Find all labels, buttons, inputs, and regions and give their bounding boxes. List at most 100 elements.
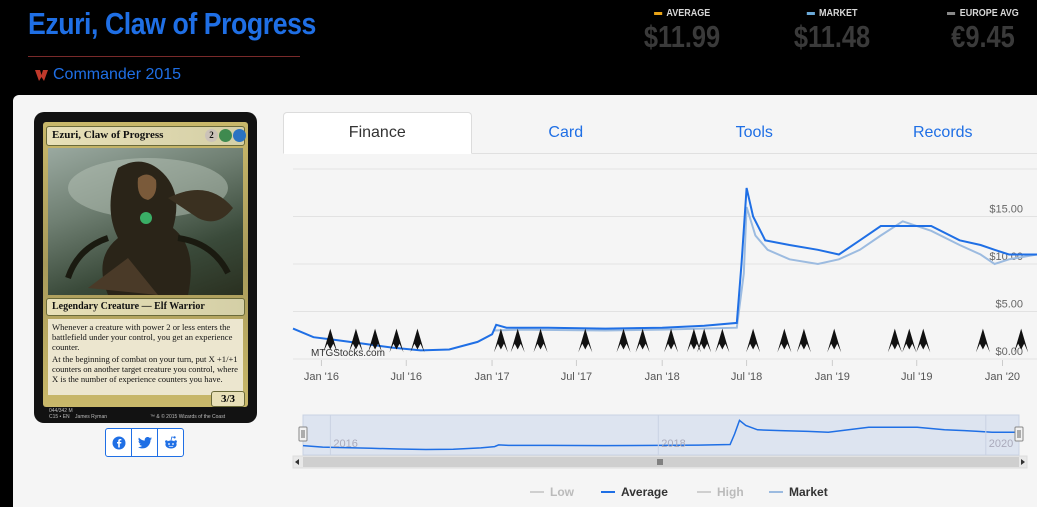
x-tick-label: Jan '17	[474, 371, 509, 383]
set-release-marker-icon	[616, 328, 631, 353]
set-symbol-icon	[35, 69, 48, 81]
set-link[interactable]: Commander 2015	[34, 66, 181, 84]
set-release-marker-icon	[746, 328, 761, 353]
card-type-line: Legendary Creature — Elf Warrior	[52, 301, 205, 312]
tab-finance[interactable]: Finance	[283, 112, 472, 154]
price-market: MARKET $11.48	[782, 8, 882, 55]
set-release-marker-icon	[697, 328, 712, 353]
set-release-marker-icon	[635, 328, 650, 353]
twitter-icon	[137, 436, 152, 448]
legend-item-high[interactable]: High	[697, 485, 744, 499]
price-color-dash	[806, 12, 815, 15]
rules-text-2: At the beginning of combat on your turn,…	[52, 354, 238, 384]
tab-bar: Finance Card Tools Records	[283, 112, 1037, 154]
card-name: Ezuri, Claw of Progress	[52, 129, 164, 141]
chart-watermark: MTGStocks.com	[311, 348, 385, 359]
mana-generic-icon: 2	[205, 129, 218, 142]
page-title: Ezuri, Claw of Progress	[28, 6, 316, 41]
x-tick-label: Jul '18	[731, 371, 762, 383]
legend-item-market[interactable]: Market	[769, 485, 828, 499]
title-underline	[28, 56, 300, 57]
set-release-marker-icon	[715, 328, 730, 353]
x-tick-label: Jan '19	[815, 371, 850, 383]
price-average: AVERAGE $11.99	[632, 8, 732, 55]
legend-label: Average	[621, 485, 668, 499]
collector-number: 044/342 M	[49, 408, 73, 414]
scroll-left-arrow-icon[interactable]	[295, 459, 299, 465]
facebook-icon	[112, 436, 125, 449]
price-europe-avg: EUROPE AVG €9.45	[933, 8, 1033, 55]
card-art	[48, 148, 243, 295]
navigator-tick-label: 2018	[661, 438, 685, 450]
card-artist: James Ryman	[75, 414, 107, 420]
legend-item-average[interactable]: Average	[601, 485, 668, 499]
set-release-marker-icon	[389, 328, 404, 353]
series-line-market	[493, 206, 1037, 332]
set-release-marker-icon	[533, 328, 548, 353]
legend-label: High	[717, 485, 744, 499]
set-name[interactable]: Commander 2015	[53, 66, 182, 83]
set-release-marker-icon	[664, 328, 679, 353]
set-release-marker-icon	[975, 328, 990, 353]
set-release-marker-icon	[368, 328, 383, 353]
card-copyright: ™ & © 2015 Wizards of the Coast	[150, 414, 226, 420]
rules-text-1: Whenever a creature with power 2 or less…	[52, 322, 233, 352]
set-release-marker-icon	[348, 328, 363, 353]
x-tick-label: Jan '18	[645, 371, 680, 383]
tab-records[interactable]: Records	[912, 124, 973, 141]
tab-card[interactable]: Card	[548, 124, 584, 141]
x-tick-label: Jan '20	[985, 371, 1020, 383]
navigator-series	[302, 419, 1019, 451]
legend-label: Market	[789, 485, 828, 499]
navigator-tick-label: 2020	[989, 438, 1013, 450]
main-panel: Ezuri, Claw of Progress 2 Legend	[13, 95, 1037, 507]
scroll-right-arrow-icon[interactable]	[1021, 459, 1025, 465]
x-tick-label: Jan '16	[304, 371, 339, 383]
set-release-marker-icon	[510, 328, 525, 353]
set-release-marker-icon	[916, 328, 931, 353]
price-label: EUROPE AVG	[959, 8, 1019, 19]
set-release-marker-icon	[902, 328, 917, 353]
set-release-marker-icon	[796, 328, 811, 353]
twitter-share-button[interactable]	[131, 428, 158, 457]
price-label: MARKET	[819, 8, 858, 19]
navigator-tick-label: 2016	[333, 438, 357, 450]
navigator-selection	[302, 414, 1020, 456]
reddit-share-button[interactable]	[157, 428, 184, 457]
set-release-marker-icon	[578, 328, 593, 353]
navigator-scrollbar-thumb[interactable]	[303, 457, 1019, 467]
price-value: $11.48	[793, 19, 871, 54]
set-release-marker-icon	[887, 328, 902, 353]
x-tick-label: Jul '17	[561, 371, 592, 383]
mana-green-icon	[219, 129, 232, 142]
x-tick-label: Jul '19	[901, 371, 932, 383]
set-release-marker-icon	[410, 328, 425, 353]
y-tick-label: $0.00	[995, 346, 1023, 358]
price-value: €9.45	[951, 19, 1015, 54]
x-tick-label: Jul '16	[391, 371, 422, 383]
navigator-handle[interactable]	[1014, 426, 1024, 442]
share-buttons	[105, 428, 184, 457]
price-label: AVERAGE	[666, 8, 711, 19]
page-header: Ezuri, Claw of Progress Commander 2015 A…	[0, 0, 1037, 95]
price-chart: $0.00 $5.00 $10.00 $15.00 Jan '16 Jul '16 Jan …	[283, 155, 1037, 507]
price-value: $11.99	[643, 19, 721, 54]
power-toughness: 3/3	[211, 391, 245, 407]
card-rules-box: Whenever a creature with power 2 or less…	[48, 319, 243, 395]
price-color-dash	[947, 12, 956, 15]
y-tick-label: $15.00	[989, 204, 1023, 216]
facebook-share-button[interactable]	[105, 428, 132, 457]
set-release-marker-icon	[686, 328, 701, 353]
series-line-average	[292, 187, 1037, 352]
tab-tools[interactable]: Tools	[735, 124, 773, 141]
reddit-icon	[164, 436, 177, 449]
set-release-marker-icon	[777, 328, 792, 353]
set-release-marker-icon	[827, 328, 842, 353]
legend-item-low[interactable]: Low	[530, 485, 575, 499]
card-set-line: C15 • EN	[49, 414, 70, 420]
set-release-marker-icon	[493, 328, 508, 353]
set-release-marker-icon	[1014, 328, 1029, 353]
navigator-handle[interactable]	[298, 426, 308, 442]
mana-blue-icon	[233, 129, 246, 142]
